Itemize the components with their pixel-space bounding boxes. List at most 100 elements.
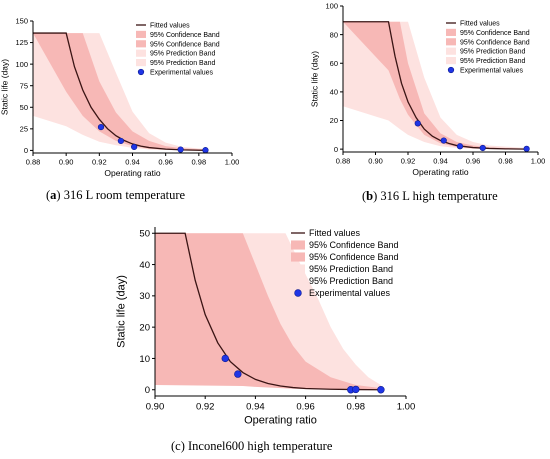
y-tick-label: 50 [20, 103, 28, 112]
legend-experimental: Experimental values [309, 288, 391, 298]
experimental-point [352, 385, 360, 394]
x-tick-label: 0.96 [296, 402, 315, 413]
x-tick-label: 0.90 [368, 157, 383, 166]
x-tick-label: 0.98 [347, 402, 366, 413]
legend-confidence-upper: 95% Confidence Band [309, 240, 399, 250]
caption-b: (b) 316 L high temperature [362, 189, 498, 203]
caption-text: (c) Inconel600 high temperature [171, 439, 333, 453]
confidence-band [343, 21, 527, 150]
x-tick-label: 1.00 [397, 402, 416, 413]
legend-swatch-band [136, 49, 146, 57]
y-tick-label: 80 [330, 30, 338, 39]
legend-b: Fitted values 95% Confidence Band 95% Conf… [446, 21, 530, 75]
legend-swatch-band [446, 57, 456, 65]
confidence-band [155, 233, 381, 390]
legend-c: Fitted values 95% Confidence Band 95% Conf… [291, 228, 399, 298]
legend-prediction-lower: 95% Prediction Band [150, 60, 215, 67]
chart-panel-a: 0.88 0.90 0.92 0.94 0.96 0.98 1.00 0 25 50 75 100 12… [0, 17, 239, 202]
x-tick-label: 0.94 [246, 402, 265, 413]
x-tick-label: 1.00 [225, 158, 240, 167]
legend-confidence-upper: 95% Confidence Band [460, 30, 530, 37]
chart-panel-c: 0.90 0.92 0.94 0.96 0.98 1.00 0 10 20 30 40 50 Opera… [115, 227, 415, 453]
legend-swatch-band [136, 40, 146, 48]
legend-a: Fitted values 95% Confidence Band 95% Conf… [136, 23, 220, 77]
y-tick-label: 0 [24, 146, 28, 155]
experimental-point [456, 143, 464, 150]
legend-prediction-upper: 95% Prediction Band [309, 264, 393, 274]
x-tick-label: 0.90 [146, 402, 165, 413]
x-tick-label: 0.94 [125, 158, 140, 167]
x-tick-label: 0.98 [192, 158, 207, 167]
legend-swatch-dot [294, 289, 302, 297]
fitted-line [155, 232, 381, 391]
legend-swatch-band [291, 264, 305, 274]
experimental-point [202, 147, 209, 154]
x-axis-label: Operating ratio [104, 168, 160, 178]
legend-fitted: Fitted values [309, 228, 361, 238]
legend-swatch-band [446, 28, 456, 36]
y-tick-label: 25 [20, 124, 28, 133]
legend-swatch-band [446, 47, 456, 55]
y-axis-label: Static life (day) [310, 51, 320, 107]
x-tick-label: 0.92 [401, 157, 416, 166]
y-tick-label: 40 [139, 260, 150, 271]
caption-a: (a) 316 L room temperature [46, 188, 186, 202]
experimental-point [131, 143, 138, 151]
legend-prediction-lower: 95% Prediction Band [309, 276, 393, 286]
caption-c: (c) Inconel600 high temperature [171, 439, 333, 453]
legend-swatch-dot [137, 68, 145, 76]
caption-letter-bold: b [366, 189, 373, 203]
experimental-point [117, 137, 124, 145]
y-tick-label: 10 [139, 354, 150, 365]
legend-swatch-band [136, 30, 146, 38]
chart-panel-b: 0.88 0.90 0.92 0.94 0.96 0.98 1.00 0 20 40 60 80 100… [310, 2, 546, 203]
legend-swatch-dot [447, 66, 455, 74]
legend-prediction-upper: 95% Prediction Band [460, 49, 525, 56]
y-tick-label: 150 [15, 17, 28, 26]
caption-text: 316 L room temperature [61, 188, 186, 202]
experimental-point [377, 386, 385, 394]
caption-text: 316 L high temperature [377, 189, 498, 203]
caption-letter: ( [46, 188, 50, 202]
legend-swatch-band [446, 38, 456, 46]
legend-fitted: Fitted values [460, 21, 500, 28]
x-tick-label: 0.98 [498, 157, 513, 166]
x-tick-label: 0.92 [196, 402, 215, 413]
y-tick-label: 60 [330, 59, 338, 68]
confidence-band [33, 33, 208, 151]
experimental-point [221, 354, 229, 363]
x-tick-label: 0.96 [158, 158, 173, 167]
legend-prediction-lower: 95% Prediction Band [460, 58, 525, 65]
experimental-point [177, 146, 184, 153]
legend-experimental: Experimental values [150, 70, 214, 77]
legend-confidence-lower: 95% Confidence Band [460, 39, 530, 46]
legend-fitted: Fitted values [150, 23, 190, 30]
y-tick-label: 0 [334, 145, 338, 154]
y-tick-label: 50 [139, 229, 150, 240]
y-axis-label: Static life (day) [115, 275, 127, 348]
y-tick-label: 20 [330, 116, 338, 125]
y-axis-label: Static life (day) [0, 59, 10, 115]
legend-swatch-band [136, 59, 146, 67]
experimental-point [97, 124, 105, 131]
plot-area-c [155, 232, 381, 391]
legend-swatch-band [291, 240, 305, 250]
x-tick-label: 0.94 [433, 157, 448, 166]
caption-letter-close: ) [56, 188, 60, 202]
experimental-point [440, 137, 447, 144]
x-tick-label: 0.90 [59, 158, 74, 167]
y-tick-label: 100 [325, 2, 338, 11]
y-tick-label: 75 [20, 81, 28, 90]
caption-letter: ( [362, 189, 366, 203]
x-tick-label: 1.00 [531, 157, 546, 166]
x-tick-label: 0.92 [92, 158, 107, 167]
legend-experimental: Experimental values [460, 68, 524, 75]
legend-prediction-upper: 95% Prediction Band [150, 51, 215, 58]
experimental-point [414, 120, 421, 127]
legend-swatch-band [291, 276, 305, 286]
y-tick-label: 100 [15, 60, 28, 69]
legend-swatch-band [291, 252, 305, 262]
experimental-point [523, 145, 530, 152]
x-tick-label: 0.88 [336, 157, 351, 166]
